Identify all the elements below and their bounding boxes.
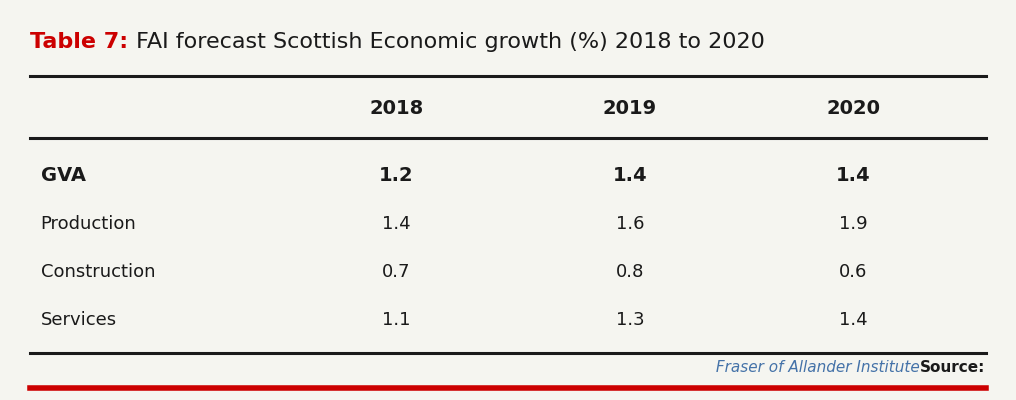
Text: 1.4: 1.4	[613, 166, 647, 186]
Text: 1.4: 1.4	[836, 166, 871, 186]
Text: 1.4: 1.4	[382, 215, 410, 233]
Text: GVA: GVA	[41, 166, 85, 186]
Text: 2019: 2019	[602, 98, 657, 118]
Text: 1.6: 1.6	[616, 215, 644, 233]
Text: 1.2: 1.2	[379, 166, 414, 186]
Text: 2020: 2020	[826, 98, 881, 118]
Text: Services: Services	[41, 311, 117, 329]
Text: 1.9: 1.9	[839, 215, 868, 233]
Text: 2018: 2018	[369, 98, 424, 118]
Text: 1.4: 1.4	[839, 311, 868, 329]
Text: Table 7:: Table 7:	[30, 32, 129, 52]
Text: 0.7: 0.7	[382, 263, 410, 281]
Text: 0.6: 0.6	[839, 263, 868, 281]
Text: Construction: Construction	[41, 263, 155, 281]
Text: Production: Production	[41, 215, 136, 233]
Text: 0.8: 0.8	[616, 263, 644, 281]
Text: 1.1: 1.1	[382, 311, 410, 329]
Text: Fraser of Allander Institute: Fraser of Allander Institute	[711, 360, 920, 375]
Text: 1.3: 1.3	[616, 311, 644, 329]
Text: Source:: Source:	[920, 360, 986, 375]
Text: FAI forecast Scottish Economic growth (%) 2018 to 2020: FAI forecast Scottish Economic growth (%…	[129, 32, 764, 52]
